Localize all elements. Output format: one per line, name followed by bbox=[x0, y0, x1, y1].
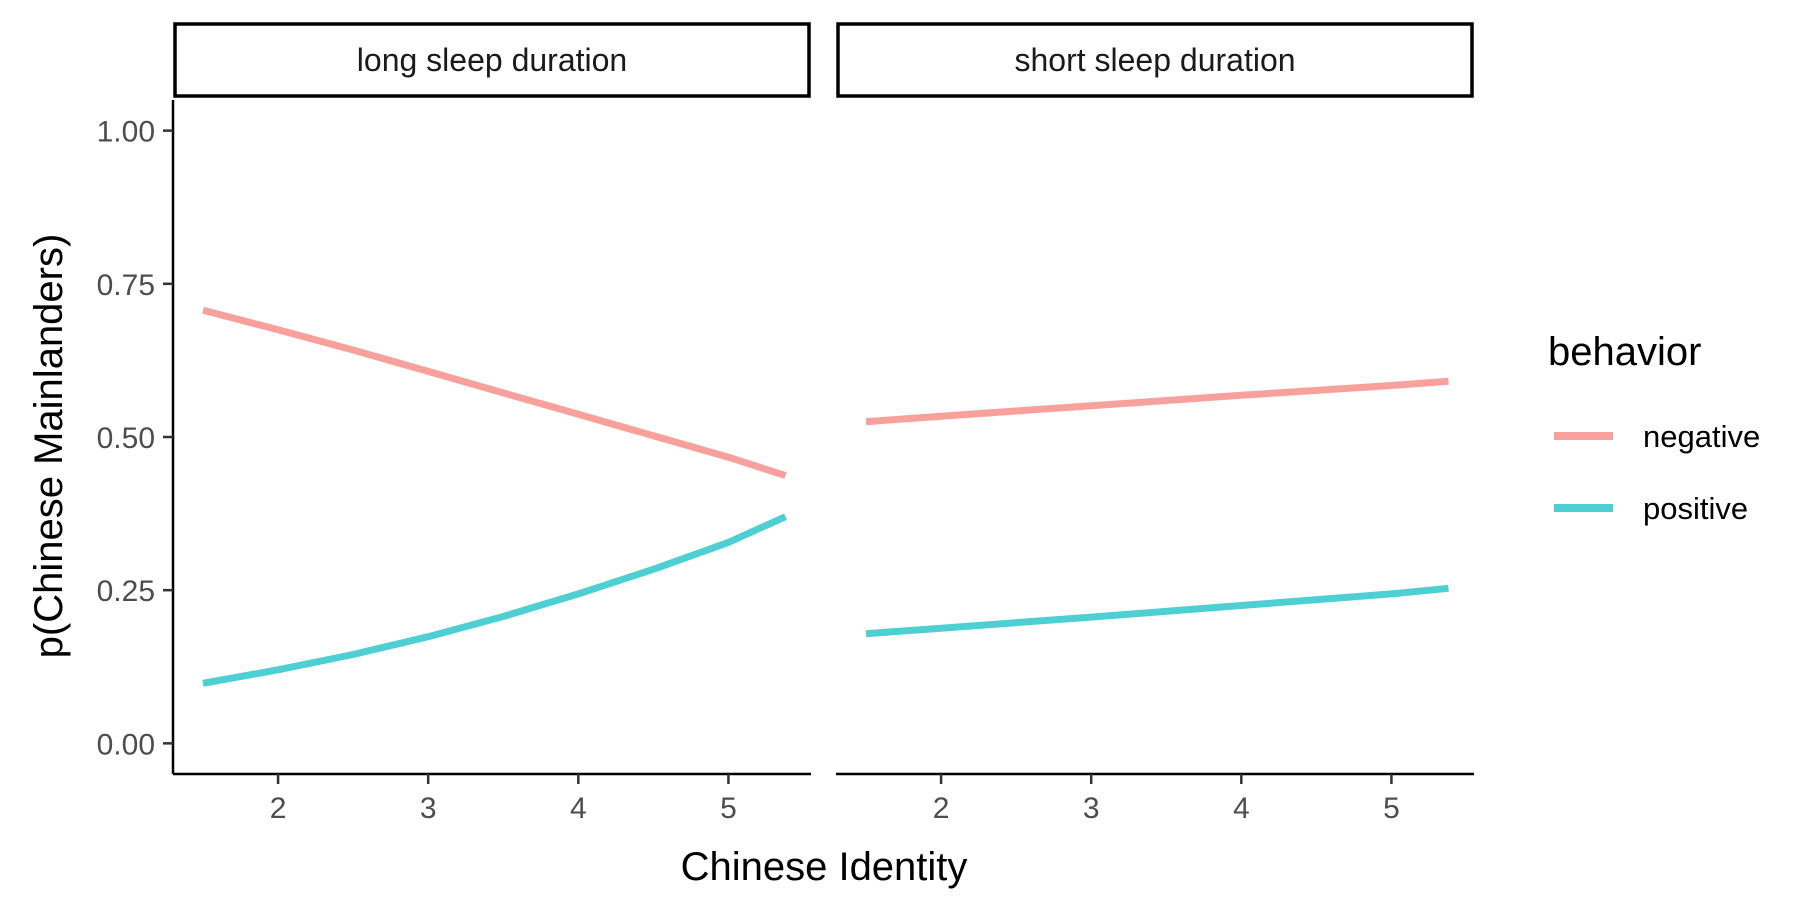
panel-2: short sleep duration 2 3 4 5 bbox=[836, 22, 1474, 825]
x-tick-label: 2 bbox=[270, 792, 287, 825]
series-line-positive bbox=[865, 584, 1449, 638]
y-tick-label: 0.00 bbox=[97, 728, 155, 761]
y-tick-label: 0.25 bbox=[97, 575, 155, 608]
x-tick-label: 4 bbox=[570, 792, 587, 825]
x-tick-label: 5 bbox=[720, 792, 737, 825]
legend-label-negative: negative bbox=[1643, 419, 1760, 454]
y-axis-title: p(Chinese Mainlanders) bbox=[27, 234, 71, 659]
series-line-positive bbox=[202, 513, 787, 687]
x-tick-label: 5 bbox=[1383, 792, 1400, 825]
y-tick-label: 0.75 bbox=[97, 269, 155, 302]
y-tick-label: 1.00 bbox=[97, 116, 155, 149]
facet-strip-label-2: short sleep duration bbox=[1014, 42, 1295, 78]
x-tick-label: 3 bbox=[1083, 792, 1100, 825]
panels: long sleep duration 2 3 4 5 0.00 0.25 0.50 0.75 1… bbox=[97, 22, 1474, 825]
x-tick-label: 2 bbox=[933, 792, 950, 825]
facet-strip-2 bbox=[836, 22, 1474, 98]
panel-1: long sleep duration 2 3 4 5 0.00 0.25 0.50 0.75 1… bbox=[97, 22, 811, 825]
x-tick-label: 3 bbox=[420, 792, 437, 825]
y-tick-label: 0.50 bbox=[97, 422, 155, 455]
facet-strip-1 bbox=[173, 22, 811, 98]
legend: behavior negative positive bbox=[1548, 330, 1760, 526]
x-tick-label: 4 bbox=[1233, 792, 1250, 825]
legend-label-positive: positive bbox=[1643, 491, 1748, 526]
series-line-negative bbox=[865, 377, 1449, 426]
x-axis-title: Chinese Identity bbox=[681, 845, 968, 889]
legend-title: behavior bbox=[1548, 330, 1701, 374]
facet-strip-label-1: long sleep duration bbox=[357, 42, 627, 78]
series-line-negative bbox=[202, 306, 787, 479]
